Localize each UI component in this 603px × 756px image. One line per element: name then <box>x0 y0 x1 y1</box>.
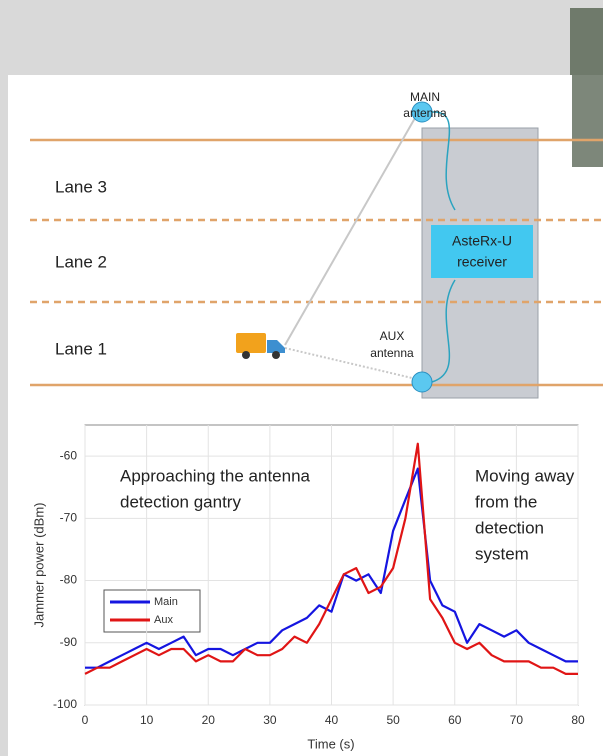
annotation: Moving away <box>475 466 575 485</box>
antenna-label: antenna <box>403 106 447 120</box>
page: Lane 3 Lane 2 Lane 1 MAIN antenna AUX an… <box>0 0 603 756</box>
x-tick-label: 10 <box>140 713 154 727</box>
y-axis-label: Jammer power (dBm) <box>31 503 46 628</box>
antenna-label: antenna <box>370 346 414 360</box>
antenna-label: MAIN <box>410 90 440 104</box>
x-tick-label: 0 <box>82 713 89 727</box>
x-axis-label: Time (s) <box>307 736 354 751</box>
lane-label: Lane 2 <box>55 252 107 271</box>
annotation: Approaching the antenna <box>120 466 311 485</box>
figure: Lane 3 Lane 2 Lane 1 MAIN antenna AUX an… <box>0 0 603 756</box>
x-tick-label: 50 <box>386 713 400 727</box>
x-tick-label: 20 <box>202 713 216 727</box>
legend <box>104 590 200 632</box>
annotation: detection <box>475 518 544 537</box>
x-tick-label: 40 <box>325 713 339 727</box>
receiver-label: AsteRx-U <box>452 233 512 249</box>
y-tick-label: -100 <box>53 697 77 711</box>
legend-label: Main <box>154 596 178 608</box>
lane-label: Lane 3 <box>55 177 107 196</box>
aux-antenna <box>412 372 432 392</box>
receiver-label: receiver <box>457 254 507 270</box>
x-tick-label: 60 <box>448 713 462 727</box>
y-tick-label: -90 <box>60 635 78 649</box>
annotation: from the <box>475 492 537 511</box>
y-tick-label: -80 <box>60 573 78 587</box>
annotation: detection gantry <box>120 492 241 511</box>
legend-label: Aux <box>154 614 173 626</box>
annotation: system <box>475 544 529 563</box>
antenna-label: AUX <box>380 329 405 343</box>
lane-label: Lane 1 <box>55 339 107 358</box>
x-tick-label: 70 <box>510 713 524 727</box>
x-tick-label: 80 <box>571 713 585 727</box>
x-tick-label: 30 <box>263 713 277 727</box>
y-tick-label: -70 <box>60 511 78 525</box>
photo <box>572 75 603 167</box>
y-tick-label: -60 <box>60 448 78 462</box>
